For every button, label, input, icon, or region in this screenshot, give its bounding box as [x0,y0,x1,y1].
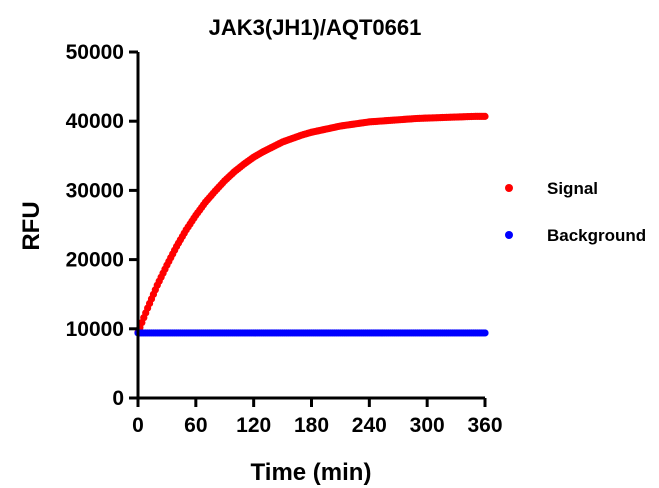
y-axis-label: RFU [18,201,45,250]
data-point [481,329,489,337]
legend-label-signal: Signal [547,179,598,198]
y-tick-label: 50000 [66,41,124,64]
x-tick-label: 180 [294,414,329,437]
legend-marker-background [505,231,513,239]
x-tick-label: 360 [467,414,502,437]
x-tick-label: 120 [236,414,271,437]
y-tick-label: 30000 [66,179,124,202]
legend-marker-signal [505,184,513,192]
x-tick-label: 0 [132,414,144,437]
x-tick-label: 60 [184,414,207,437]
y-tick-label: 0 [112,387,124,410]
chart-title: JAK3(JH1)/AQT0661 [209,15,422,40]
series-signal [134,112,489,336]
legend-label-background: Background [547,226,646,245]
x-axis-label: Time (min) [251,459,372,486]
legend: Signal Background [505,179,646,245]
series-layer [134,112,489,337]
y-ticks: 0 10000 20000 30000 40000 50000 [66,41,138,410]
plot-area [134,112,489,337]
data-point [481,112,489,120]
x-tick-label: 240 [352,414,387,437]
y-tick-label: 40000 [66,110,124,133]
x-ticks: 0 60 120 180 240 300 360 [132,398,503,437]
y-tick-label: 10000 [66,318,124,341]
x-tick-label: 300 [410,414,445,437]
series-background [134,329,489,337]
y-tick-label: 20000 [66,249,124,272]
